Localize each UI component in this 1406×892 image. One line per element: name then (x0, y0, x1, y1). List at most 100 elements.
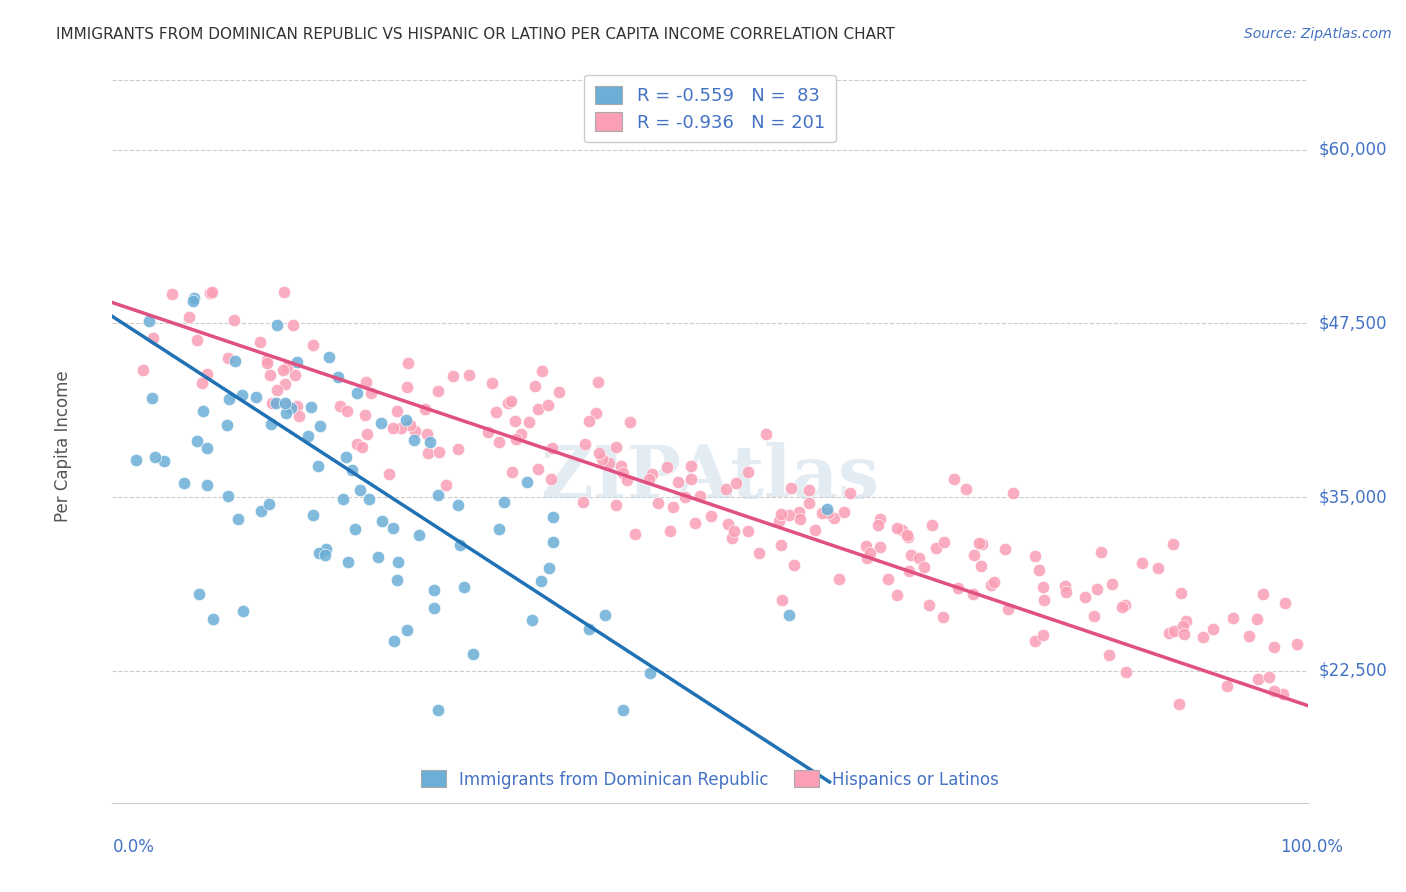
Point (297, 429, 319, 443)
Point (970, 558, 993, 573)
Point (387, 555, 409, 569)
Point (271, 362, 294, 376)
Point (721, 531, 744, 545)
Point (396, 356, 419, 370)
Point (382, 634, 405, 648)
Point (1024, 634, 1046, 648)
Point (1286, 637, 1309, 651)
Point (492, 495, 515, 509)
Point (335, 450, 357, 464)
Point (619, 415, 641, 429)
Point (574, 437, 596, 451)
Point (344, 522, 367, 536)
Point (616, 473, 638, 487)
Point (395, 413, 418, 427)
Point (423, 601, 446, 615)
Point (346, 386, 368, 401)
Point (699, 509, 721, 524)
Point (605, 498, 627, 512)
Point (284, 368, 307, 382)
Point (914, 559, 936, 574)
Point (527, 401, 550, 416)
Point (737, 524, 759, 538)
Point (1174, 614, 1197, 628)
Point (308, 546, 330, 560)
Point (501, 465, 523, 479)
Point (481, 376, 503, 390)
Point (191, 376, 214, 390)
Point (543, 534, 565, 549)
Point (299, 400, 322, 414)
Point (856, 551, 879, 566)
Point (896, 527, 918, 541)
Point (586, 376, 609, 390)
Point (799, 496, 821, 510)
Point (839, 486, 862, 500)
Point (1032, 581, 1054, 595)
Point (1033, 593, 1056, 607)
Point (346, 437, 368, 451)
Point (404, 424, 426, 438)
Point (447, 498, 470, 512)
Point (578, 414, 600, 428)
Point (810, 506, 832, 520)
Point (510, 427, 533, 442)
Point (723, 524, 745, 539)
Point (520, 613, 543, 627)
Point (408, 527, 430, 541)
Point (1222, 610, 1244, 624)
Point (1163, 624, 1185, 638)
Point (191, 404, 214, 418)
Point (770, 538, 793, 552)
Point (181, 293, 204, 308)
Point (967, 536, 990, 550)
Point (789, 512, 811, 526)
Point (1170, 586, 1192, 600)
Point (538, 561, 561, 575)
Point (499, 394, 522, 409)
Point (921, 518, 943, 533)
Point (1130, 556, 1153, 570)
Point (173, 475, 195, 490)
Point (132, 363, 155, 377)
Point (787, 505, 810, 519)
Point (658, 524, 681, 538)
Point (187, 587, 209, 601)
Point (1053, 579, 1076, 593)
Point (399, 418, 422, 433)
Point (1263, 640, 1285, 654)
Point (200, 285, 222, 300)
Point (917, 599, 939, 613)
Point (946, 581, 969, 595)
Point (195, 441, 218, 455)
Point (195, 368, 218, 382)
Point (898, 564, 921, 578)
Point (359, 491, 381, 506)
Point (336, 404, 359, 418)
Point (266, 318, 288, 333)
Point (160, 287, 183, 301)
Point (572, 495, 595, 509)
Point (453, 580, 475, 594)
Point (799, 483, 821, 497)
Point (1098, 648, 1121, 663)
Point (541, 442, 564, 456)
Point (256, 353, 278, 368)
Point (1087, 582, 1109, 597)
Point (537, 398, 560, 412)
Point (527, 462, 550, 476)
Point (389, 420, 412, 434)
Point (1216, 679, 1239, 693)
Point (287, 409, 309, 424)
Point (231, 387, 253, 401)
Text: $47,500: $47,500 (1319, 315, 1388, 333)
Point (1246, 612, 1268, 626)
Point (360, 385, 382, 400)
Point (143, 450, 166, 464)
Point (1161, 537, 1184, 551)
Point (477, 425, 499, 439)
Point (516, 475, 538, 490)
Point (855, 540, 877, 554)
Point (1054, 585, 1077, 599)
Point (897, 530, 920, 544)
